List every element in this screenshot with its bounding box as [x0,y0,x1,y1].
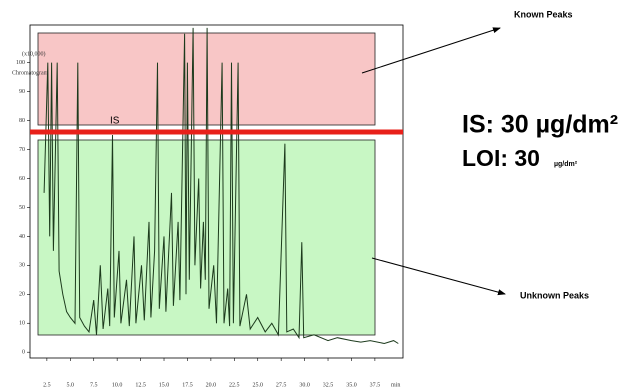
arrow [371,257,506,296]
x-unit: min [391,382,400,388]
x-tick-label: 37.5 [370,382,381,388]
x-tick-label: 10.0 [112,382,123,388]
x-tick-label: 7.5 [90,382,98,388]
x-tick-label: 12.5 [135,382,146,388]
x-tick-label: 25.0 [252,382,263,388]
line-series [43,27,399,345]
y-tick-label: 90 [19,89,25,95]
y-tick-label: 10 [19,321,25,327]
plot-frame [29,24,404,359]
y-tick-label: 70 [19,147,25,153]
subtitle: Chromatogram [12,70,49,76]
x-tick-label: 17.5 [182,382,193,388]
is-text: IS: 30 µg/dm² [462,111,618,139]
known-label: Known Peaks [514,9,573,19]
loi-unit: µg/dm² [554,161,578,168]
x-tick-label: 27.5 [276,382,287,388]
x-tick-label: 20.0 [206,382,217,388]
x-tick-label: 22.5 [229,382,240,388]
y-tick-label: 0 [22,350,25,356]
y-tick-label: 30 [19,263,25,269]
x-tick-label: 35.0 [346,382,357,388]
y-tick-label: 40 [19,234,25,240]
is-marker: IS [110,116,120,127]
y-tick-label: 80 [19,118,25,124]
arrow [361,27,501,74]
y-tick-label: 100 [16,60,25,66]
unknown-label: Unknown Peaks [520,290,589,300]
loi-text: LOI: 30 [462,145,540,171]
x-tick-label: 15.0 [159,382,170,388]
x-tick-label: 30.0 [299,382,310,388]
y-tick-label: 60 [19,176,25,182]
y-tick-label: 20 [19,292,25,298]
x-tick-label: 5.0 [67,382,75,388]
x-tick-label: 32.5 [323,382,334,388]
x-tick-label: 2.5 [43,382,51,388]
y-tick-label: 50 [19,205,25,211]
y-axis-title: (x10,000) [22,50,46,57]
